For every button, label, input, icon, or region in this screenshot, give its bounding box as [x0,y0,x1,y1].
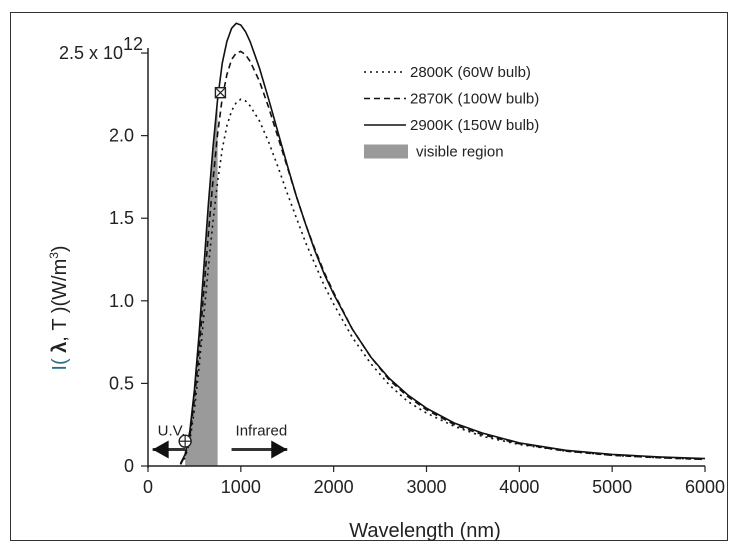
x-axis-title: Wavelength (nm) [349,520,501,542]
y-exponent: 12 [123,34,143,54]
x-tick-label: 1000 [221,477,261,497]
series-line-2 [179,22,706,464]
y-tick-label: 2.5 x 10 [59,43,123,63]
y-tick-label: 0.5 [109,373,134,393]
y-tick-label: 0 [124,456,134,476]
y-axis-title: I( λ, T )(W/m3) [47,245,71,370]
x-tick-label: 2000 [314,477,354,497]
x-tick-label: 0 [143,477,153,497]
annotation-label-0: U.V. [158,422,186,439]
x-tick-label: 5000 [592,477,632,497]
legend-swatch-visible [364,144,408,159]
legend-label-1: 2870K (100W bulb) [410,91,539,108]
series-line-1 [179,50,706,465]
annotation-arrow-head-1 [271,440,288,459]
chart-frame [10,12,728,541]
marker-x-b [214,87,226,99]
annotation-arrow-head-0 [152,440,169,459]
x-tick-label: 6000 [685,477,725,497]
y-tick-label: 2.0 [109,126,134,146]
series-line-0 [179,98,706,465]
annotation-label-1: Infrared [236,422,288,439]
legend-label-visible: visible region [416,144,504,161]
y-tick-label: 1.0 [109,291,134,311]
y-tick-label: 1.5 [109,208,134,228]
legend-label-0: 2800K (60W bulb) [410,64,531,81]
legend-label-2: 2900K (150W bulb) [410,117,539,134]
x-tick-label: 3000 [406,477,446,497]
x-tick-label: 4000 [499,477,539,497]
